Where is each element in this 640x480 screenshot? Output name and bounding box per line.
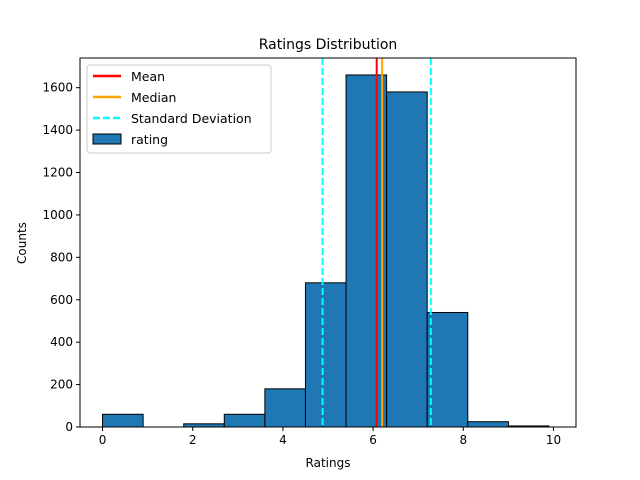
histogram-bar [223,413,266,428]
chart-title: Ratings Distribution [259,37,398,53]
legend-label: rating [131,132,168,147]
y-tick-label: 200 [50,378,73,392]
legend-label: Mean [131,69,165,84]
x-tick-label: 6 [369,433,377,447]
y-tick-label: 1000 [42,208,73,222]
legend-box [86,64,272,154]
y-tick-label: 800 [50,250,73,264]
histogram-bar [264,388,306,428]
y-tick-label: 600 [50,293,73,307]
y-tick-label: 1400 [42,123,73,137]
histogram-bar [386,91,428,428]
histogram-bar [102,413,144,428]
legend-swatch [92,133,122,145]
plot-area [102,58,550,428]
axes: 0 2 4 6 8 10 0 200 400 600 800 1000 1200 1400 1600 [42,57,577,447]
axes-frame [79,57,577,428]
x-tick-label: 2 [189,433,197,447]
y-tick-label: 1600 [42,81,73,95]
legend-label: Median [131,90,176,105]
y-tick-label: 1200 [42,166,73,180]
x-axis-label: Ratings [306,456,351,470]
y-tick-label: 0 [65,420,73,434]
y-axis-label: Counts [15,222,29,264]
x-tick-label: 4 [279,433,287,447]
histogram-bar [426,311,469,428]
histogram-bar [345,74,388,428]
x-tick-label: 10 [546,433,561,447]
legend-label: Standard Deviation [131,111,252,126]
legend: Mean Median Standard Deviation rating [86,64,272,154]
x-tick-label: 0 [99,433,107,447]
histogram-bar [467,421,509,428]
histogram-bar [304,282,347,428]
x-tick-label: 8 [459,433,467,447]
y-tick-label: 400 [50,335,73,349]
